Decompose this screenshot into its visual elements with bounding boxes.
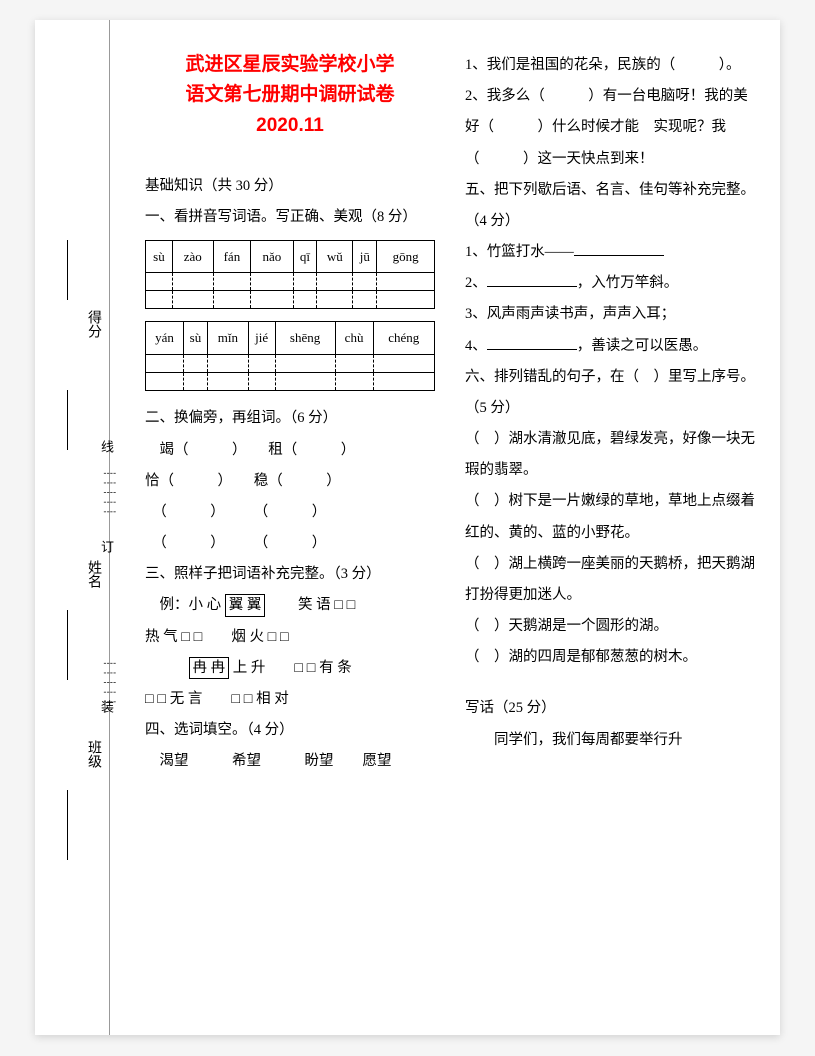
q4-title: 四、选词填空。（4 分） — [145, 715, 435, 746]
pinyin-cell: shēng — [275, 322, 335, 355]
pinyin-cell: mǐn — [208, 322, 249, 355]
name-line — [67, 610, 68, 680]
q6-title: 六、排列错乱的句子，在（ ）里写上序号。（5 分） — [465, 362, 755, 424]
q4-words: 渴望 希望 盼望 愿望 — [145, 746, 435, 777]
q3-title: 三、照样子把词语补充完整。（3 分） — [145, 559, 435, 590]
boxed-example: 冉 冉 — [189, 657, 230, 679]
pinyin-row: sù zào fán nǎo qī wǔ jū gōng — [146, 240, 435, 273]
pinyin-cell: zào — [172, 240, 213, 273]
class-line — [67, 790, 68, 860]
pinyin-cell: nǎo — [251, 240, 293, 273]
pinyin-table-2: yán sù mǐn jié shēng chù chéng — [145, 321, 435, 391]
score-label: 得分 — [83, 310, 103, 338]
q2-line: （ ） （ ） — [145, 497, 435, 528]
score-line — [67, 390, 68, 450]
binding-strip: 班级 装 ┊┊┊┊┊ 姓名 订 ┊┊┊┊┊ 线 得分 — [35, 20, 110, 1035]
q6-item: （ ）天鹅湖是一个圆形的湖。 — [465, 611, 755, 642]
pinyin-cell: qī — [293, 240, 317, 273]
pinyin-cell: jū — [353, 240, 377, 273]
dotted-2: ┊┊┊┊┊ — [103, 470, 116, 518]
q5-title: 五、把下列歇后语、名言、佳句等补充完整。（4 分） — [465, 175, 755, 237]
title-line1: 武进区星辰实验学校小学 — [145, 50, 435, 80]
q6-item: （ ）树下是一片嫩绿的草地，草地上点缀着红的、黄的、蓝的小野花。 — [465, 486, 755, 548]
title-line3: 2020.11 — [145, 111, 435, 141]
right-column: 1、我们是祖国的花朵，民族的（ ）。 2、我多么（ ）有一台电脑呀！我的美好（ … — [465, 50, 755, 1005]
q6-item: （ ）湖的四周是郁郁葱葱的树木。 — [465, 642, 755, 673]
q4-item: 1、我们是祖国的花朵，民族的（ ）。 — [465, 50, 755, 81]
q5-item: 4、 ，善读之可以医愚。 — [465, 331, 755, 362]
dotted-1: ┊┊┊┊┊ — [103, 660, 116, 708]
pinyin-cell: jié — [248, 322, 275, 355]
class-label: 班级 — [83, 740, 103, 768]
q6-item: （ ）湖水清澈见底，碧绿发亮，好像一块无瑕的翡翠。 — [465, 424, 755, 486]
write-row — [146, 373, 435, 391]
q3-line: 冉 冉 上 升 □ □ 有 条 — [145, 653, 435, 684]
writing-title: 写话（25 分） — [465, 693, 755, 724]
section-basic: 基础知识（共 30 分） — [145, 171, 435, 202]
pinyin-cell: fán — [213, 240, 251, 273]
ding-mark: 订 — [97, 540, 116, 553]
pinyin-row: yán sù mǐn jié shēng chù chéng — [146, 322, 435, 355]
pinyin-table-1: sù zào fán nǎo qī wǔ jū gōng — [145, 240, 435, 310]
q2-line: 恰（ ） 稳（ ） — [145, 466, 435, 497]
q5-text: 1、竹篮打水—— — [465, 244, 574, 260]
blank — [574, 242, 664, 257]
pinyin-cell: chéng — [373, 322, 434, 355]
xian-mark: 线 — [97, 440, 116, 453]
pinyin-cell: sù — [146, 240, 173, 273]
q5-text: ，善读之可以医愚。 — [577, 338, 708, 354]
q2-title: 二、换偏旁，再组词。（6 分） — [145, 403, 435, 434]
pinyin-cell: chù — [335, 322, 373, 355]
q3-text: 笑 语 □ □ — [269, 597, 355, 613]
score-line2 — [67, 240, 68, 300]
pinyin-cell: wǔ — [317, 240, 353, 273]
q5-item: 3、风声雨声读书声，声声入耳； — [465, 299, 755, 330]
q5-item: 1、竹篮打水—— — [465, 237, 755, 268]
q3-line: □ □ 无 言 □ □ 相 对 — [145, 684, 435, 715]
left-column: 武进区星辰实验学校小学 语文第七册期中调研试卷 2020.11 基础知识（共 3… — [145, 50, 435, 1005]
q5-text: 2、 — [465, 275, 487, 291]
q6-item: （ ）湖上横跨一座美丽的天鹅桥，把天鹅湖打扮得更加迷人。 — [465, 549, 755, 611]
pinyin-cell: yán — [146, 322, 184, 355]
pinyin-cell: sù — [183, 322, 207, 355]
q5-item: 2、 ，入竹万竿斜。 — [465, 268, 755, 299]
q5-text: ，入竹万竿斜。 — [577, 275, 679, 291]
blank — [487, 273, 577, 288]
q2-line: （ ） （ ） — [145, 528, 435, 559]
exam-title: 武进区星辰实验学校小学 语文第七册期中调研试卷 2020.11 — [145, 50, 435, 141]
write-row — [146, 355, 435, 373]
write-row — [146, 273, 435, 291]
boxed-example: 翼 翼 — [225, 594, 266, 616]
q3-text: 例：小 心 — [145, 597, 221, 613]
q4-item: 2、我多么（ ）有一台电脑呀！我的美好（ ）什么时候才能 实现呢？我（ ）这一天… — [465, 81, 755, 175]
write-row — [146, 291, 435, 309]
q2-line: 竭（ ） 租（ ） — [145, 435, 435, 466]
q3-line: 例：小 心 翼 翼 笑 语 □ □ — [145, 590, 435, 621]
name-label: 姓名 — [83, 560, 103, 588]
q3-text: 上 升 □ □ 有 条 — [233, 660, 352, 676]
pinyin-cell: gōng — [377, 240, 435, 273]
q5-text: 4、 — [465, 338, 487, 354]
writing-body: 同学们，我们每周都要举行升 — [465, 725, 755, 756]
content-area: 武进区星辰实验学校小学 语文第七册期中调研试卷 2020.11 基础知识（共 3… — [110, 20, 780, 1035]
q3-line: 热 气 □ □ 烟 火 □ □ — [145, 622, 435, 653]
spacer — [465, 673, 755, 693]
q1-title: 一、看拼音写词语。写正确、美观（8 分） — [145, 202, 435, 233]
exam-page: 班级 装 ┊┊┊┊┊ 姓名 订 ┊┊┊┊┊ 线 得分 武进区星辰实验学校小学 语… — [35, 20, 780, 1035]
title-line2: 语文第七册期中调研试卷 — [145, 80, 435, 110]
blank — [487, 335, 577, 350]
